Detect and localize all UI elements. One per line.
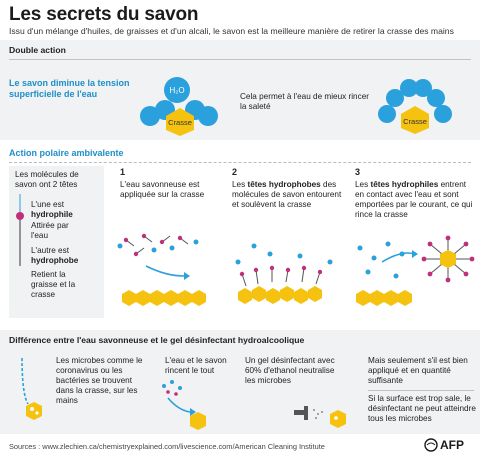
rinse-all-text: L'eau et le savon rincent le tout	[165, 356, 227, 375]
soap-surround-illustration: Crasse	[378, 79, 452, 134]
micelle	[421, 235, 475, 283]
water-drop	[427, 89, 445, 107]
water-dots	[117, 239, 199, 253]
soap-heads	[123, 233, 183, 257]
water-drop	[386, 89, 404, 107]
hydrophile-head	[16, 212, 24, 220]
step-3-number: 3	[355, 167, 361, 177]
double-action-panel: Double action Le savon diminue la tensio…	[0, 40, 480, 140]
dirt-layer	[356, 290, 412, 306]
step-1-number: 1	[120, 167, 126, 177]
water-drop	[434, 105, 452, 123]
step-2-post: des molécules de savon entourent et soul…	[232, 180, 342, 209]
rinse-illustration	[162, 380, 206, 430]
crasse-label: Crasse	[403, 117, 427, 126]
rinse-arrow	[167, 397, 191, 413]
afp-logo-text: AFP	[440, 438, 464, 452]
spray-bottle-icon	[294, 410, 308, 415]
page-subtitle: Issu d'un mélange d'huiles, de graisses …	[9, 26, 454, 36]
dirt-hexagon	[166, 108, 194, 136]
spray-mist	[313, 409, 323, 419]
double-action-divider	[9, 59, 471, 60]
soap-heads	[239, 265, 323, 277]
double-action-heading: Double action	[9, 45, 66, 55]
step-1-illustration	[117, 233, 206, 306]
dirt-hexagon	[401, 106, 429, 134]
hydrophobe-desc: Retient la graisse et la crasse	[31, 270, 76, 299]
step-2-number: 2	[232, 167, 238, 177]
water-drop	[400, 79, 418, 97]
molecule-legend-panel: Les molécules de savon ont 2 têtes L'une…	[9, 166, 104, 318]
dirt-hexagon	[330, 410, 346, 428]
dirt-layer	[122, 290, 206, 306]
dirt-hexagon	[190, 412, 206, 430]
step-3-post: entrent en contact avec l'eau et sont em…	[355, 180, 473, 219]
polar-divider	[9, 162, 471, 163]
hydrophile-desc: Attirée par l'eau	[31, 221, 69, 240]
step-2-text: Les têtes hydrophobes des molécules de s…	[232, 180, 344, 210]
molecule-intro: Les molécules de savon ont 2 têtes	[15, 170, 79, 189]
step-3-text: Les têtes hydrophiles entrent en contact…	[355, 180, 477, 220]
water-drop	[378, 105, 396, 123]
rinse-arrow-head	[190, 408, 196, 416]
hydrophile-pre: L'une est	[31, 200, 64, 209]
microbes-text: Les microbes comme le coronavirus ou les…	[56, 356, 143, 405]
step-3-bold: têtes hydrophiles	[370, 180, 439, 189]
water-dots	[357, 241, 405, 279]
afp-logo-icon	[424, 438, 438, 452]
step-2-illustration	[235, 243, 333, 304]
hydrophobe-word: hydrophobe	[31, 256, 79, 265]
water-tension-illustration: H₂O Crasse	[140, 77, 218, 136]
flow-arrow	[145, 265, 185, 277]
flow-arrow	[381, 252, 415, 263]
dirty-text: Si la surface est trop sale, le désinfec…	[368, 394, 476, 423]
step-2-pre: Les	[232, 180, 246, 189]
crasse-label: Crasse	[168, 118, 192, 127]
water-drop-right	[198, 106, 218, 126]
hydrophobe-pre: L'autre est	[31, 246, 69, 255]
microbe-icon	[30, 407, 34, 411]
dirt-layer	[238, 286, 322, 304]
hydrophile-word: hydrophile	[31, 210, 73, 219]
step-2-bold: têtes hydrophobes	[247, 180, 321, 189]
dirt-hexagon	[26, 402, 42, 420]
step-3-pre: Les	[355, 180, 369, 189]
microbe-icon	[334, 416, 338, 420]
microbe-icon	[35, 411, 39, 415]
step-3-illustration	[356, 235, 475, 306]
rinse-text: Cela permet à l'eau de mieux rincer la s…	[240, 92, 369, 111]
step-1-text: L'eau savonneuse est appliquée sur la cr…	[120, 180, 205, 199]
h2o-label: H₂O	[169, 86, 184, 95]
page-title: Les secrets du savon	[9, 4, 199, 25]
water-dots	[235, 243, 333, 265]
flow-arrow-head	[184, 272, 190, 280]
polar-heading: Action polaire ambivalente	[9, 148, 124, 158]
gel-spray-illustration	[294, 406, 346, 428]
condition-text: Mais seulement s'il est bien appliqué et…	[368, 356, 468, 385]
hand-microbes-illustration	[21, 357, 42, 420]
soap-molecules-attached	[241, 267, 321, 287]
water-drop	[414, 79, 432, 97]
afp-logo: AFP	[424, 438, 464, 452]
soap-molecule-icon	[16, 194, 24, 266]
difference-heading: Différence entre l'eau savonneuse et le …	[9, 335, 305, 345]
flow-arrow-head	[412, 250, 418, 258]
tension-label: Le savon diminue la tension superficiell…	[9, 78, 130, 99]
condition-divider	[368, 390, 474, 391]
dotted-arrow	[21, 357, 29, 405]
difference-panel: Différence entre l'eau savonneuse et le …	[0, 330, 480, 434]
water-drop-left	[140, 106, 160, 126]
gel-text: Un gel désinfectant avec 60% d'ethanol n…	[245, 356, 335, 385]
water-drop-h2o	[164, 77, 190, 103]
footer-sources: Sources : www.zlechien.ca/chemistryexpla…	[9, 442, 325, 451]
